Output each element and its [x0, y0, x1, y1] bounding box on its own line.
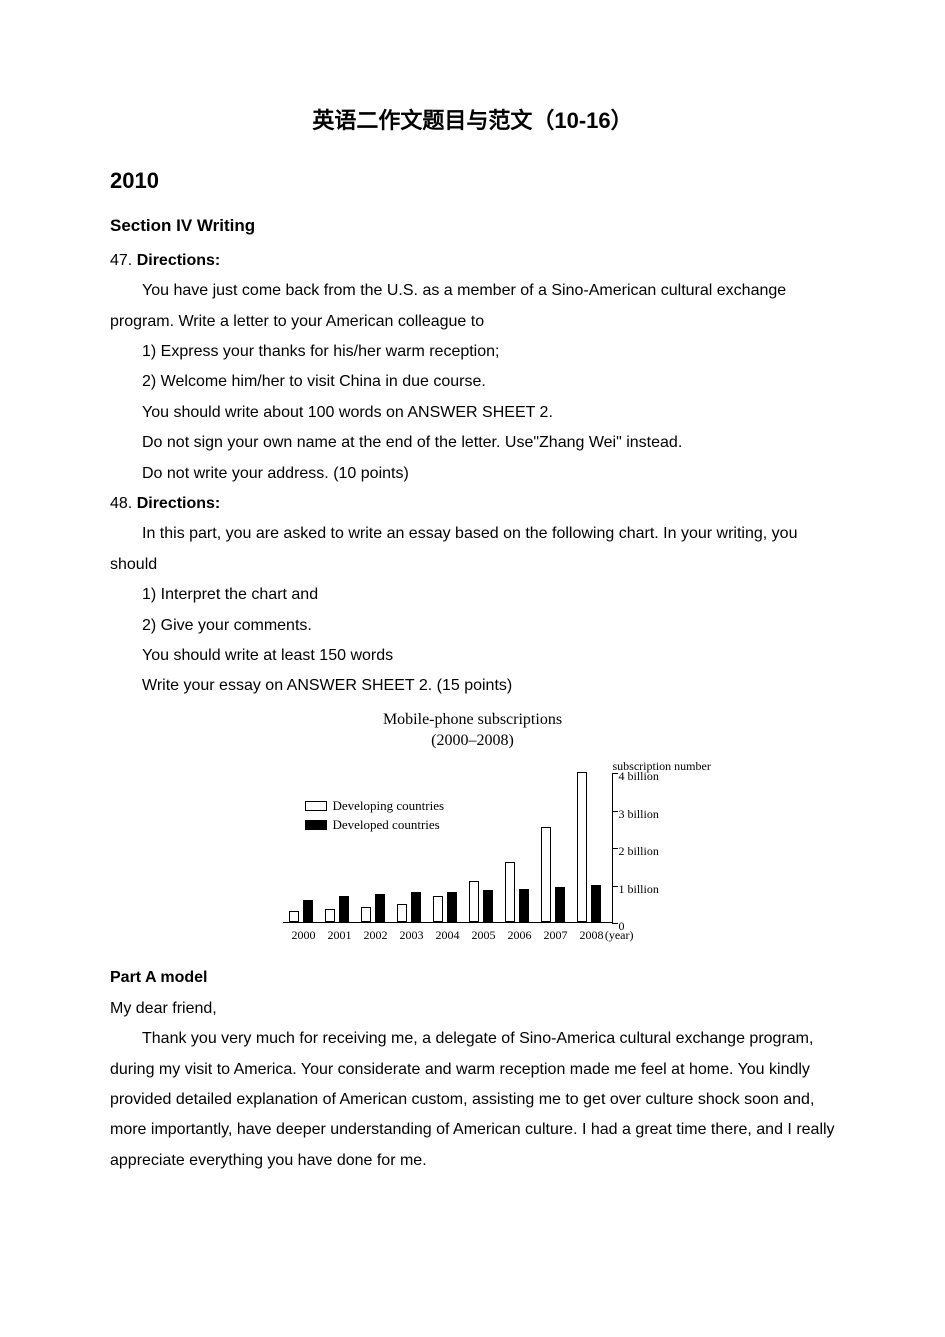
xtick-label: 2008 [572, 924, 612, 947]
bar-developing [397, 904, 407, 923]
xtick-label: 2003 [392, 924, 432, 947]
model-salutation: My dear friend, [110, 994, 835, 1024]
q48-li2: 2) Give your comments. [110, 611, 835, 641]
q48-directions-label: Directions: [137, 495, 221, 512]
part-a-model-heading: Part A model [110, 963, 835, 993]
bar-developed [339, 896, 349, 922]
xtick-label: 2007 [536, 924, 576, 947]
section-heading: Section IV Writing [110, 210, 835, 242]
bar-developed [555, 887, 565, 923]
chart-title-l1: Mobile-phone subscriptions [383, 711, 562, 728]
q47-p2: You should write about 100 words on ANSW… [110, 398, 835, 428]
model-body: Thank you very much for receiving me, a … [110, 1024, 835, 1176]
bar-developing [289, 911, 299, 922]
ytick-label: 4 billion [619, 765, 659, 788]
bar-developed [303, 900, 313, 923]
legend-label-developing: Developing countries [333, 797, 445, 815]
bar-developed [483, 890, 493, 922]
ytick-line [612, 811, 618, 812]
legend-row-developed: Developed countries [305, 816, 445, 834]
chart-legend: Developing countries Developed countries [305, 797, 445, 833]
ytick-line [612, 848, 618, 849]
bar-developing [577, 772, 587, 922]
ytick-label: 2 billion [619, 840, 659, 863]
bar-developing [541, 827, 551, 923]
q48-header: 48. Directions: [110, 489, 835, 519]
q47-li2: 2) Welcome him/her to visit China in due… [110, 367, 835, 397]
bar-developing [505, 862, 515, 922]
bar-developing [361, 907, 371, 922]
bar-developing [433, 896, 443, 922]
q47-p3: Do not sign your own name at the end of … [110, 428, 835, 458]
ytick-label: 3 billion [619, 803, 659, 826]
ytick-label: 0 [619, 915, 625, 938]
bar-developing [325, 909, 335, 922]
xtick-label: 2002 [356, 924, 396, 947]
q47-p1: You have just come back from the U.S. as… [110, 276, 835, 337]
legend-swatch-white [305, 801, 327, 811]
q48-li1: 1) Interpret the chart and [110, 580, 835, 610]
q48-p2: You should write at least 150 words [110, 641, 835, 671]
bar-developed [591, 885, 601, 923]
chart-canvas: subscription number Developing countries… [273, 755, 673, 945]
legend-label-developed: Developed countries [333, 816, 440, 834]
document-title: 英语二作文题目与范文（10-16） [110, 100, 835, 142]
bar-developed [519, 889, 529, 923]
ytick-line [612, 923, 618, 924]
q47-header: 47. Directions: [110, 246, 835, 276]
ytick-label: 1 billion [619, 878, 659, 901]
q47-directions-label: Directions: [137, 252, 221, 269]
ytick-line [612, 886, 618, 887]
q47-p4: Do not write your address. (10 points) [110, 459, 835, 489]
xtick-label: 2000 [284, 924, 324, 947]
xtick-label: 2004 [428, 924, 468, 947]
ytick-line [612, 773, 618, 774]
bar-developed [411, 892, 421, 922]
year-heading: 2010 [110, 160, 835, 202]
q48-p3: Write your essay on ANSWER SHEET 2. (15 … [110, 671, 835, 701]
chart-title: Mobile-phone subscriptions (2000–2008) [273, 710, 673, 752]
bar-developing [469, 881, 479, 922]
q47-number: 47. [110, 252, 137, 269]
q47-li1: 1) Express your thanks for his/her warm … [110, 337, 835, 367]
q48-number: 48. [110, 495, 137, 512]
chart-title-l2: (2000–2008) [431, 732, 514, 749]
bar-developed [375, 894, 385, 922]
chart-container: Mobile-phone subscriptions (2000–2008) s… [110, 710, 835, 946]
q48-p1: In this part, you are asked to write an … [110, 519, 835, 580]
legend-row-developing: Developing countries [305, 797, 445, 815]
xtick-label: 2006 [500, 924, 540, 947]
xtick-label: 2001 [320, 924, 360, 947]
plot-area: Developing countries Developed countries… [283, 773, 613, 923]
xtick-label: 2005 [464, 924, 504, 947]
legend-swatch-black [305, 820, 327, 830]
bar-developed [447, 892, 457, 922]
